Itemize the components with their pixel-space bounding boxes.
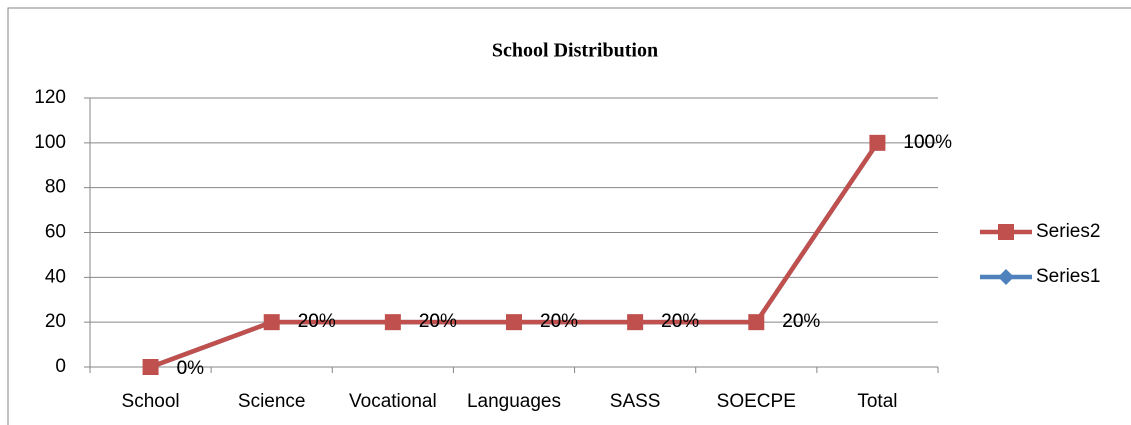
x-tick-label: School bbox=[122, 391, 180, 412]
x-tick-label: Vocational bbox=[349, 391, 437, 412]
y-tick-label: 100 bbox=[34, 132, 66, 153]
x-tick-label: Total bbox=[857, 391, 897, 412]
data-label: 0 bbox=[177, 358, 188, 379]
legend-marker bbox=[998, 224, 1014, 240]
x-tick-label: SOECPE bbox=[717, 391, 796, 412]
data-label: 20% bbox=[298, 311, 336, 332]
data-label: 100 bbox=[903, 132, 935, 153]
chart-title: School Distribution bbox=[492, 40, 658, 62]
chart-border bbox=[7, 7, 1131, 425]
data-label: 20 bbox=[782, 311, 803, 332]
legend-label: Series1 bbox=[1036, 266, 1100, 287]
y-tick-label: 20 bbox=[45, 311, 66, 332]
data-point bbox=[869, 134, 886, 151]
data-point bbox=[142, 359, 159, 375]
legend-marker bbox=[998, 269, 1014, 285]
data-label: 20% bbox=[661, 311, 699, 332]
data-label: 20% bbox=[540, 311, 578, 332]
x-tick-label: SASS bbox=[610, 391, 661, 412]
y-tick-label: 0 bbox=[55, 356, 66, 377]
data-label: 20% bbox=[782, 311, 820, 332]
legend-label: Series2 bbox=[1036, 221, 1100, 242]
series-line bbox=[149, 141, 880, 370]
series-line bbox=[149, 141, 880, 370]
y-tick-label: 120 bbox=[34, 87, 66, 108]
y-tick-label: 60 bbox=[45, 222, 66, 243]
data-point bbox=[627, 314, 644, 331]
data-label: 0% bbox=[177, 358, 205, 379]
data-point bbox=[506, 314, 522, 331]
y-tick-label: 80 bbox=[45, 177, 66, 198]
y-tick-label: 40 bbox=[45, 266, 66, 287]
data-point bbox=[384, 314, 401, 331]
data-point bbox=[748, 314, 765, 331]
data-point bbox=[263, 314, 280, 331]
data-label: 20% bbox=[419, 311, 457, 332]
x-tick-label: Languages bbox=[467, 391, 561, 412]
x-tick-label: Science bbox=[238, 391, 306, 412]
data-label: 100% bbox=[903, 132, 952, 153]
